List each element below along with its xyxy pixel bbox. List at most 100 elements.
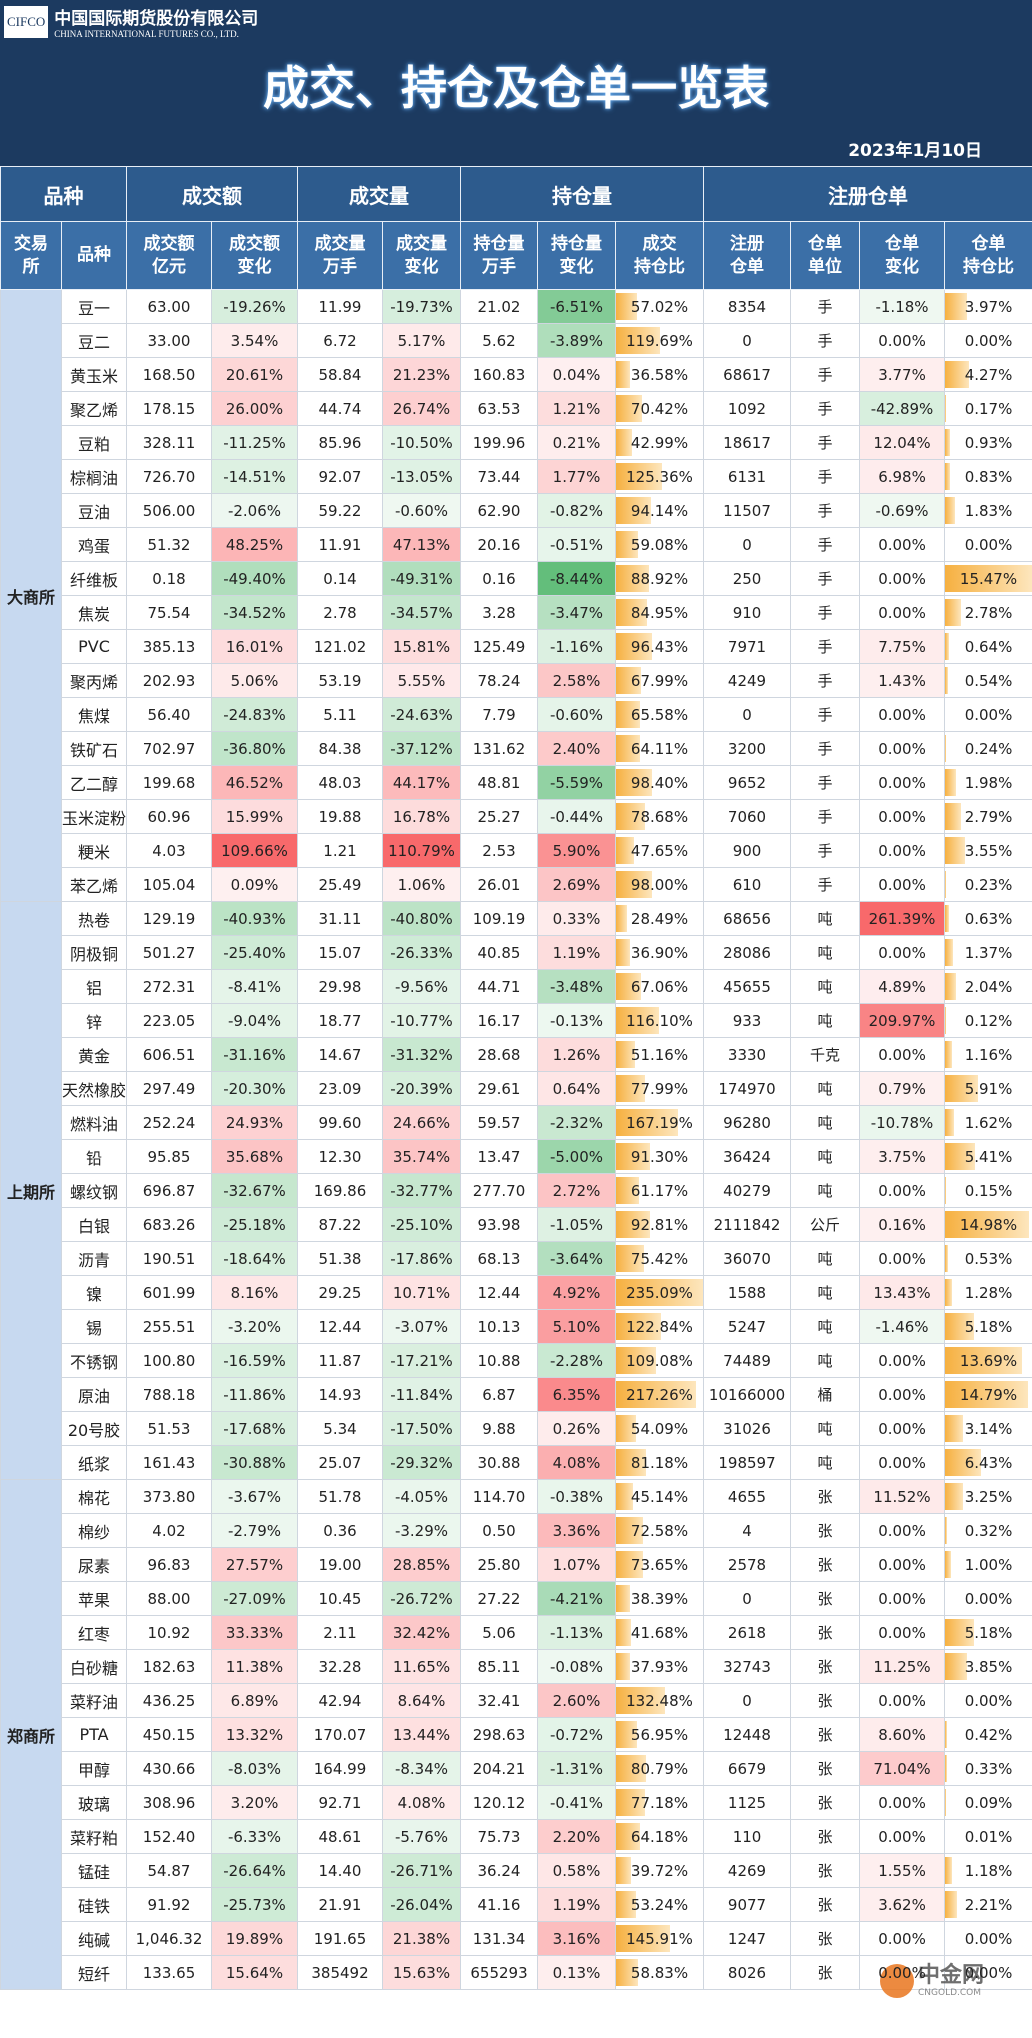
cell-text: 2.60%	[552, 1691, 601, 1710]
value-cell: -26.04%	[382, 1887, 461, 1922]
value-cell: 张	[790, 1683, 861, 1718]
value-cell: 1.77%	[537, 459, 616, 494]
ratio-bar	[945, 1517, 947, 1544]
value-cell: -1.05%	[537, 1207, 616, 1242]
value-cell: 0.93%	[944, 425, 1032, 460]
exchange-cell: 郑商所	[0, 1479, 62, 1990]
ratio-bar	[616, 361, 630, 388]
ratio-bar	[945, 497, 956, 524]
cell-text: 2.53	[482, 841, 516, 860]
cell-text: 114.70	[472, 1487, 526, 1506]
value-cell: 0.00%	[944, 1581, 1032, 1616]
cell-text: 2.78	[323, 603, 357, 622]
cell-text: 0.36	[323, 1521, 357, 1540]
cell-text: 0.00%	[878, 1623, 926, 1642]
value-cell: 44.71	[460, 969, 538, 1004]
cell-text: 683.26	[142, 1215, 196, 1234]
cell-text: 373.80	[142, 1487, 196, 1506]
ratio-bar	[616, 837, 634, 864]
ratio-bar	[616, 497, 651, 524]
value-cell: 1.19%	[537, 935, 616, 970]
value-cell: 0.00%	[859, 1581, 946, 1616]
cell-text: 张	[817, 1522, 833, 1540]
cell-text: 13.69%	[959, 1351, 1018, 1370]
cell-text: 110	[732, 1827, 762, 1846]
value-cell: 53.19	[297, 663, 383, 698]
cell-text: 沥青	[77, 1250, 110, 1270]
name-cell: 豆一	[61, 289, 127, 324]
ratio-bar	[945, 1551, 951, 1578]
cell-text: 385492	[311, 1963, 369, 1982]
value-cell: -0.41%	[537, 1785, 616, 1820]
value-cell: 0.21%	[537, 425, 616, 460]
table-row: 焦炭 75.54 -34.52% 2.78 -34.57% 3.28 -3.47% 84.95…	[1, 595, 1032, 630]
cell-text: 5.06%	[230, 671, 279, 690]
value-cell: 3.16%	[537, 1921, 616, 1956]
value-cell: 4	[703, 1513, 792, 1548]
value-cell: 63.53	[460, 391, 538, 426]
value-cell: 6.35%	[537, 1377, 616, 1412]
cell-text: -0.41%	[549, 1793, 604, 1812]
cell-text: -6.51%	[549, 297, 604, 316]
value-cell: 0.32%	[944, 1513, 1032, 1548]
cell-text: 0.00%	[878, 875, 926, 894]
cell-text: 160.83	[472, 365, 526, 384]
cell-text: 0.00%	[964, 705, 1013, 724]
value-cell: 15.99%	[211, 799, 298, 834]
cell-text: 436.25	[142, 1691, 196, 1710]
ratio-bar	[616, 1857, 631, 1884]
value-cell: 35.68%	[211, 1139, 298, 1174]
cell-text: 900	[732, 841, 762, 860]
value-cell: -11.84%	[382, 1377, 461, 1412]
cell-text: 5.11	[323, 705, 357, 724]
value-cell: 36.24	[460, 1853, 538, 1888]
value-cell: 9652	[703, 765, 792, 800]
cell-text: 0.00%	[878, 1827, 926, 1846]
value-cell: 16.78%	[382, 799, 461, 834]
cell-text: 6.35%	[552, 1385, 601, 1404]
cell-text: -1.05%	[549, 1215, 604, 1234]
cell-text: 60.96	[147, 807, 191, 826]
value-cell: 0.13%	[537, 1955, 616, 1990]
value-cell: 45655	[703, 969, 792, 1004]
value-cell: 13.69%	[944, 1343, 1032, 1378]
cell-text: 6.87	[482, 1385, 516, 1404]
cell-text: 白砂糖	[69, 1658, 118, 1678]
cell-text: 25.80	[477, 1555, 521, 1574]
value-cell: -11.25%	[211, 425, 298, 460]
company-en: CHINA INTERNATIONAL FUTURES CO., LTD.	[54, 29, 239, 39]
value-cell: -0.60%	[537, 697, 616, 732]
value-cell: 11.91	[297, 527, 383, 562]
ratio-bar	[616, 1721, 638, 1748]
value-cell: -5.59%	[537, 765, 616, 800]
value-cell: 272.31	[126, 969, 212, 1004]
value-cell: 26.74%	[382, 391, 461, 426]
cell-text: -26.72%	[390, 1589, 453, 1608]
value-cell: 18617	[703, 425, 792, 460]
value-cell: 32.28	[297, 1649, 383, 1684]
cell-text: 0.53%	[964, 1249, 1013, 1268]
value-cell: -3.64%	[537, 1241, 616, 1276]
value-cell: 张	[790, 1717, 861, 1752]
table-row: 玉米淀粉 60.96 15.99% 19.88 16.78% 25.27 -0.44% 78.…	[1, 799, 1032, 834]
value-cell: 114.70	[460, 1479, 538, 1514]
cell-text: 255.51	[142, 1317, 196, 1336]
cell-text: 0.93%	[964, 433, 1013, 452]
value-cell: 4.03	[126, 833, 212, 868]
cell-text: -49.40%	[223, 569, 286, 588]
ratio-bar	[945, 939, 953, 966]
cell-text: -0.82%	[549, 501, 604, 520]
cell-text: 公斤	[810, 1216, 841, 1234]
cell-text: -14.51%	[223, 467, 286, 486]
value-cell: 6.72	[297, 323, 383, 358]
cell-text: 16.17	[477, 1011, 521, 1030]
value-cell: 手	[790, 391, 861, 426]
cell-text: 吨	[817, 1420, 833, 1438]
table-row: 棕榈油 726.70 -14.51% 92.07 -13.05% 73.44 1.77% 12…	[1, 459, 1032, 494]
cell-text: 19.00	[318, 1555, 362, 1574]
cell-text: 164.99	[313, 1759, 367, 1778]
name-cell: 豆二	[61, 323, 127, 358]
cell-text: 1125	[727, 1793, 767, 1812]
cell-text: 0.26%	[552, 1419, 601, 1438]
cell-text: 0.00%	[878, 535, 926, 554]
